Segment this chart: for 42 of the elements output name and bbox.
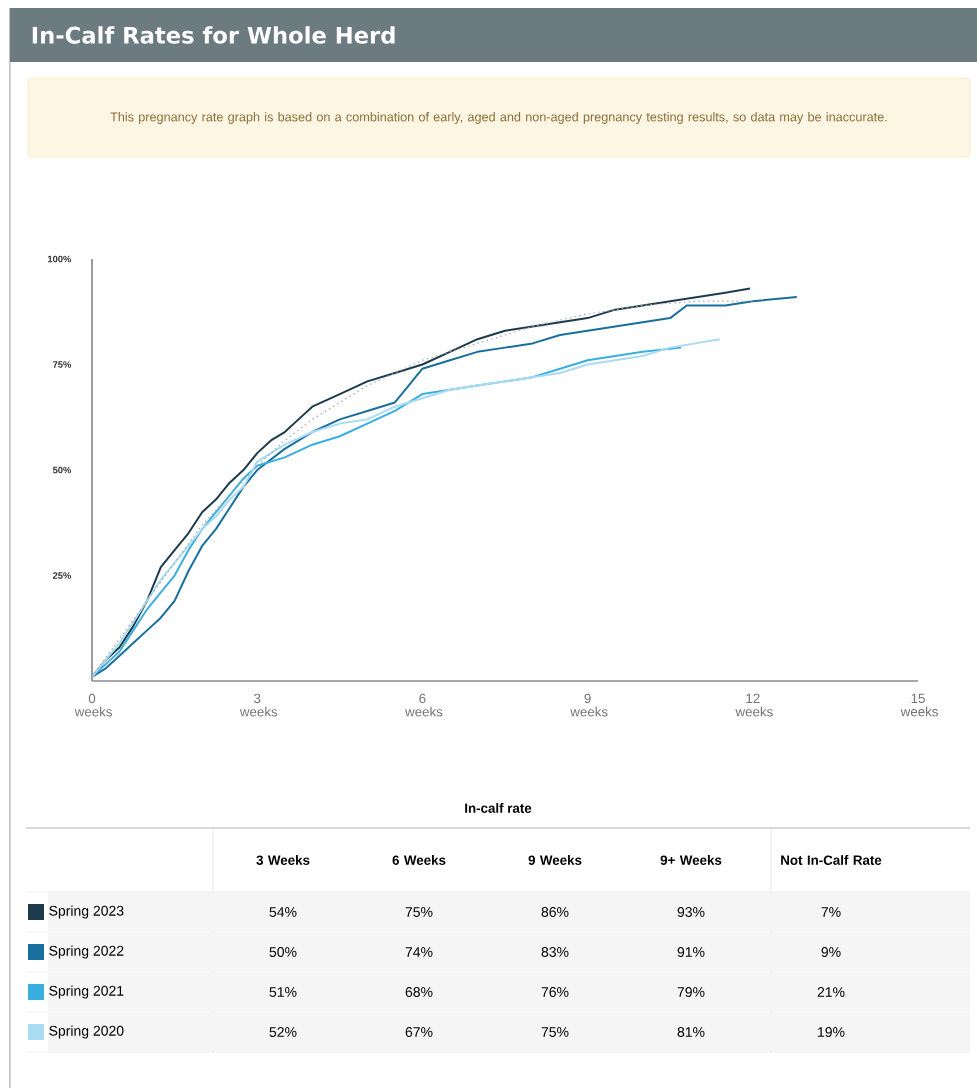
text: 74% xyxy=(405,947,433,957)
text: 93% xyxy=(677,907,705,917)
text: 91% xyxy=(677,947,705,957)
y-tick-label: 75% xyxy=(53,361,72,368)
text: 7% xyxy=(821,907,841,917)
text: In-calf rate xyxy=(465,803,532,813)
x-tick-label: 12 weeks xyxy=(735,693,773,717)
text: 86% xyxy=(541,907,569,917)
x-tick-label: 15 weeks xyxy=(900,693,938,717)
legend-label: Spring 2021 xyxy=(49,985,124,999)
x-tick-label: 6 weeks xyxy=(405,693,443,717)
text: This pregnancy rate graph is based on a combination of early, aged and non-aged pregnancy testing results, so data may be inaccurate. xyxy=(110,112,887,124)
y-tick-label: 50% xyxy=(52,466,72,474)
y-tick-label: 100% xyxy=(48,255,72,263)
text: 79% xyxy=(677,987,705,997)
chart-title: In-Calf Rates for Whole Herd xyxy=(32,26,395,44)
text: 54% xyxy=(269,907,297,917)
text: 51% xyxy=(269,987,297,997)
text: 9+ Weeks xyxy=(660,855,722,865)
text: 3 Weeks xyxy=(256,855,310,865)
text: 75% xyxy=(541,1027,569,1037)
text: 52% xyxy=(269,1027,297,1037)
text: 21% xyxy=(817,987,845,997)
text: 81% xyxy=(677,1027,705,1037)
x-tick-label: 3 weeks xyxy=(239,693,278,717)
x-tick-label: 0 weeks xyxy=(74,693,112,717)
text: 19% xyxy=(818,1027,845,1037)
y-tick-label: 25% xyxy=(52,572,72,579)
text: 50% xyxy=(269,947,297,957)
legend-label: Spring 2020 xyxy=(49,1025,124,1039)
text: 6 Weeks xyxy=(392,855,446,865)
text: 75% xyxy=(405,907,433,917)
text: Not In-Calf Rate xyxy=(781,855,882,865)
text: 68% xyxy=(405,987,433,997)
legend-label: Spring 2023 xyxy=(49,905,124,919)
text: 9 Weeks xyxy=(528,855,582,865)
text: 67% xyxy=(405,1027,433,1037)
text: 76% xyxy=(541,987,569,997)
legend-label: Spring 2022 xyxy=(49,945,124,959)
text: 83% xyxy=(541,947,569,957)
text: 9% xyxy=(821,947,841,957)
x-tick-label: 9 weeks xyxy=(570,693,608,717)
